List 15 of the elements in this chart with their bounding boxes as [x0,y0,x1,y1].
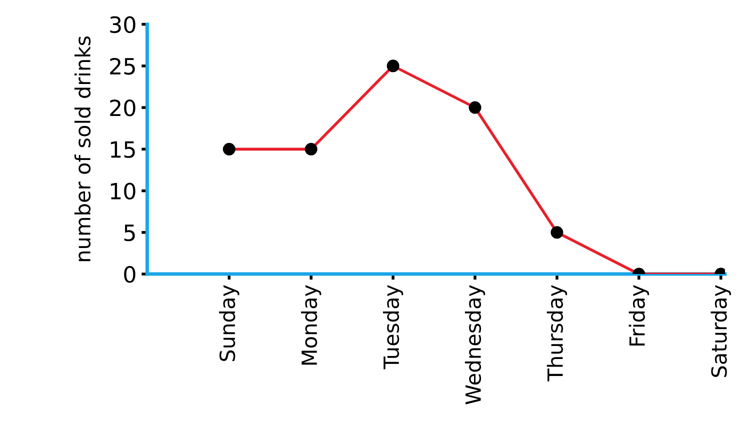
y-tick-label: 25 [110,58,135,75]
x-tick-label: Monday [301,285,322,365]
y-tick-label: 10 [110,182,136,200]
x-tick-label: Wednesday [464,285,486,404]
x-tick-label: Saturday [710,285,731,377]
y-tick-label: 5 [124,224,135,242]
y-tick-label: 0 [124,266,136,283]
y-tick-label: 15 [110,141,135,158]
y-tick-label: 30 [110,16,136,34]
x-tick-label: Tuesday [382,285,404,370]
x-tick-label: Friday [628,285,649,346]
y-axis-title: number of sold drinks [74,36,91,262]
x-tick-label: Sunday [219,285,240,362]
x-tick-label: Thursday [546,285,568,382]
y-tick-label: 20 [110,100,136,116]
